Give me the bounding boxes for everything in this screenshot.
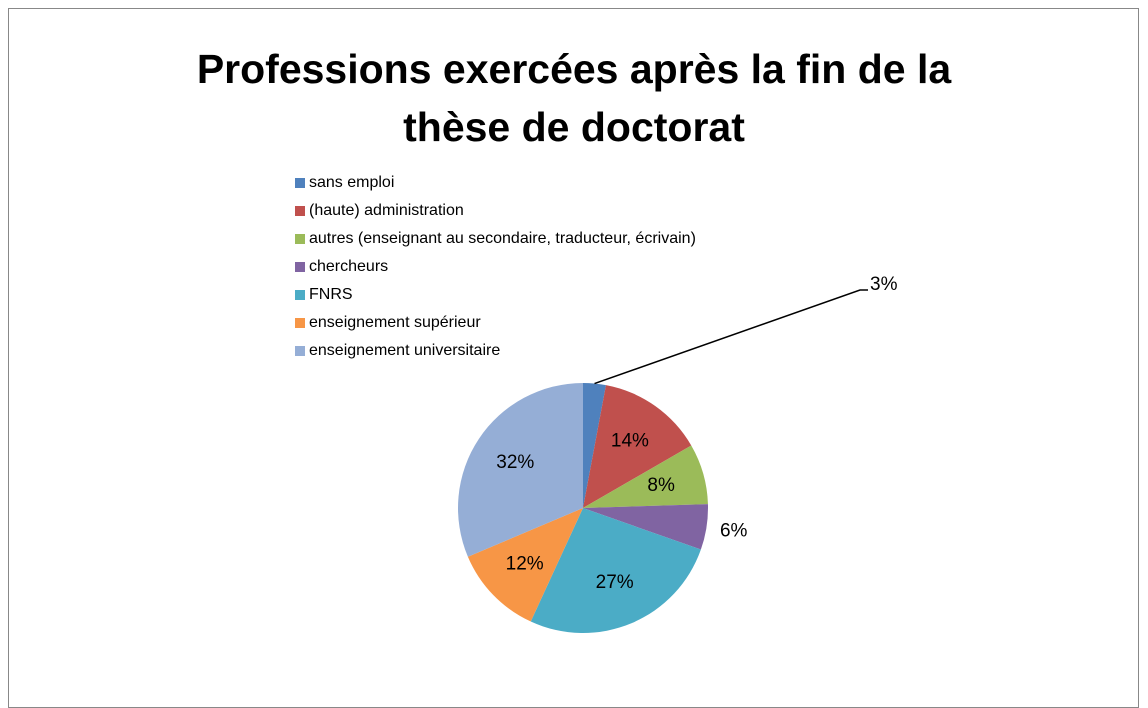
legend-swatch <box>295 262 305 272</box>
legend-label: autres (enseignant au secondaire, traduc… <box>309 230 696 247</box>
pie-slice <box>583 445 708 508</box>
data-label: 3% <box>870 274 898 295</box>
legend-label: enseignement supérieur <box>309 314 481 331</box>
data-label: 6% <box>720 520 748 541</box>
legend-label: enseignement universitaire <box>309 342 500 359</box>
pie-slice <box>583 504 708 550</box>
page: Professions exercées après la fin de la … <box>8 8 1139 708</box>
pie-slice <box>458 383 583 557</box>
data-label: 32% <box>496 452 534 473</box>
legend-swatch <box>295 206 305 216</box>
legend-label: sans emploi <box>309 174 394 191</box>
data-label: 27% <box>596 572 634 593</box>
chart: sans emploi (haute) administration autres … <box>295 174 898 633</box>
pie-slice <box>530 508 701 633</box>
chart-title: Professions exercées après la fin de la … <box>196 46 952 150</box>
pie-slice <box>583 385 692 508</box>
data-label: 8% <box>647 475 675 496</box>
legend-swatch <box>295 346 305 356</box>
legend-label: FNRS <box>309 286 353 303</box>
data-label: 12% <box>506 554 544 575</box>
legend-swatch <box>295 290 305 300</box>
legend-label: (haute) administration <box>309 202 464 219</box>
pie-slice <box>583 383 606 508</box>
legend-swatch <box>295 178 305 188</box>
legend-label: chercheurs <box>309 258 388 275</box>
leader-line <box>594 289 868 385</box>
legend-swatch <box>295 318 305 328</box>
pie-slice <box>467 508 583 622</box>
legend-swatch <box>295 234 305 244</box>
data-label: 14% <box>611 431 649 452</box>
